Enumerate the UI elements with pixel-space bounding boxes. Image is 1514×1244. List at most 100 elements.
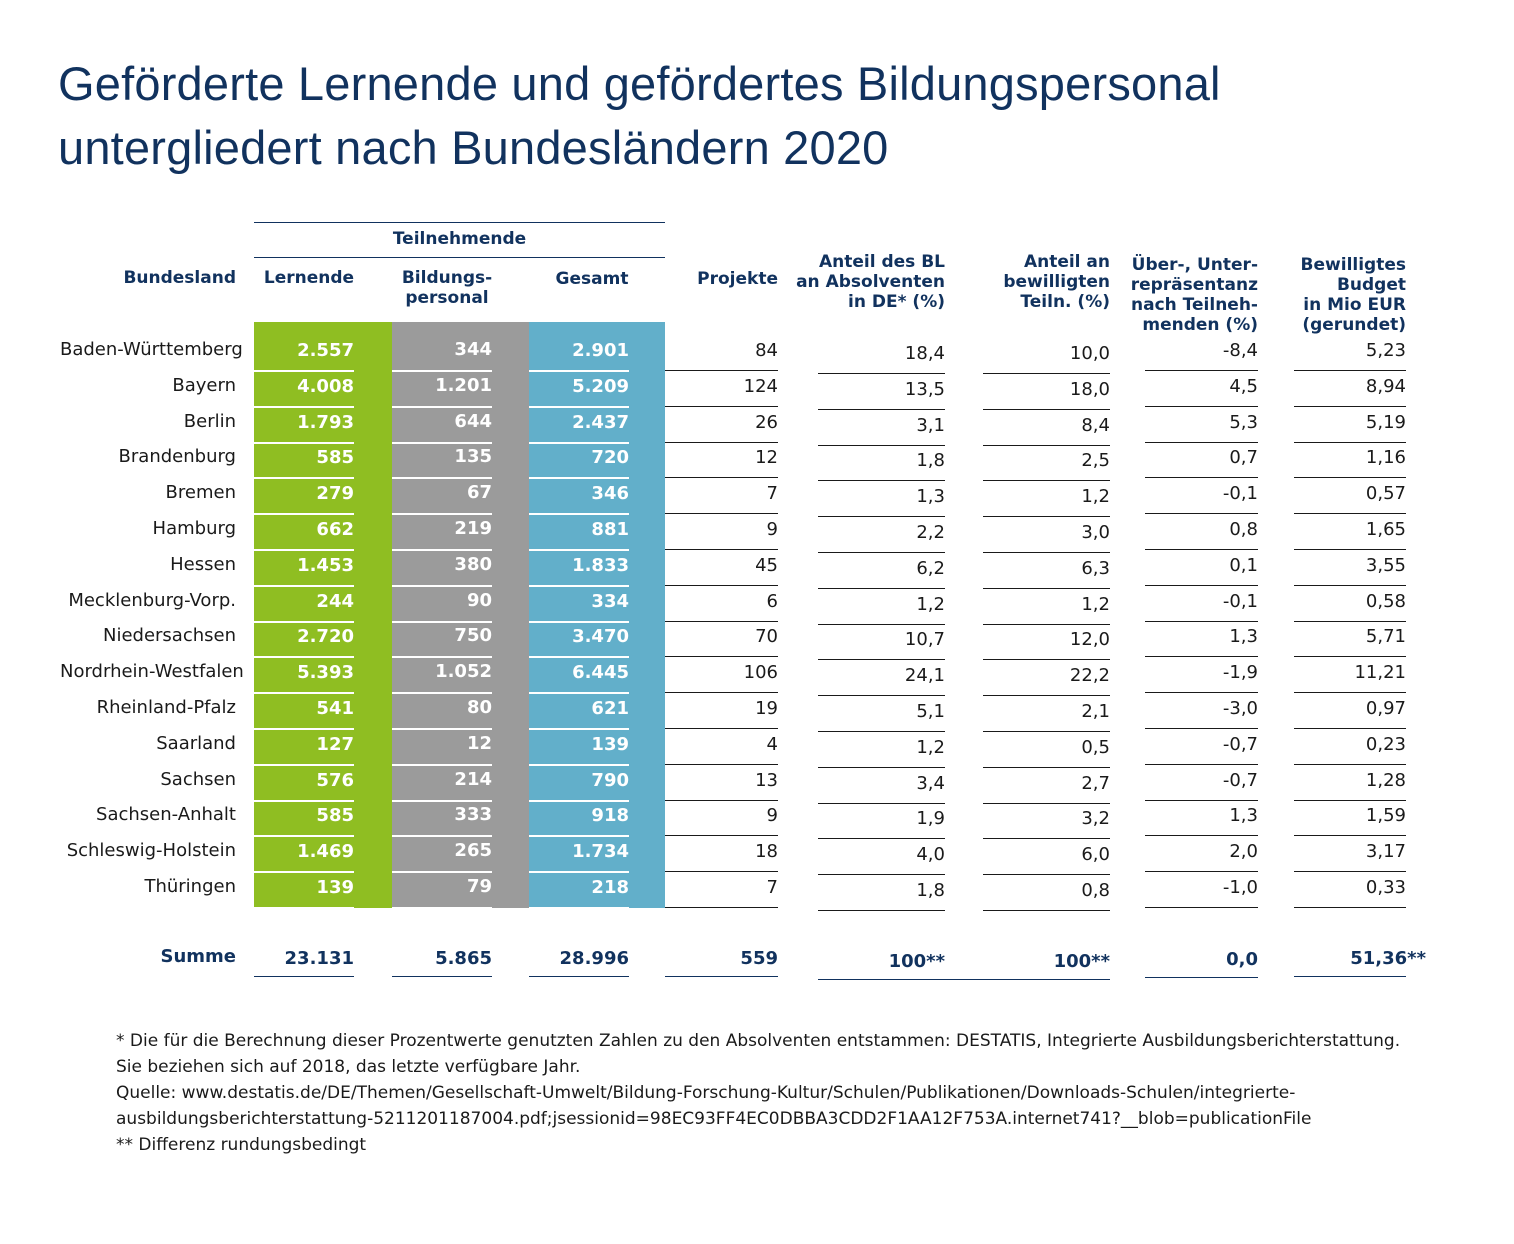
cell-state: Thüringen xyxy=(144,876,236,897)
row-rule xyxy=(983,695,1110,696)
cell-gesamt: 2.437 xyxy=(572,411,629,433)
cell-lernende: 2.720 xyxy=(297,626,354,648)
cell-state: Berlin xyxy=(183,410,236,432)
row-rule xyxy=(1294,513,1406,514)
cell-budget: 0,57 xyxy=(1365,483,1406,505)
row-rule xyxy=(392,549,492,551)
cell-lernende: 541 xyxy=(316,698,354,719)
cell-gesamt: 346 xyxy=(591,483,629,505)
row-rule xyxy=(254,406,354,408)
cell-budget: 5,71 xyxy=(1365,626,1406,648)
group-header-top-rule xyxy=(254,222,665,223)
row-rule xyxy=(1145,692,1258,693)
cell-gesamt: 918 xyxy=(591,805,629,827)
row-rule xyxy=(392,907,492,909)
row-rule xyxy=(392,871,492,873)
cell-budget: 0,97 xyxy=(1365,698,1406,719)
cell-lernende: 662 xyxy=(316,519,354,540)
row-rule xyxy=(1294,549,1406,550)
cell-projekte: 26 xyxy=(755,411,778,433)
sum-rule-projekte xyxy=(665,976,778,977)
cell-lernende: 576 xyxy=(316,769,354,791)
cell-projekte: 70 xyxy=(755,626,778,648)
cell-anteil-bl: 3,4 xyxy=(916,772,945,794)
cell-repraesentanz: 5,3 xyxy=(1229,411,1258,433)
row-rule xyxy=(818,445,945,446)
row-rule xyxy=(1145,728,1258,729)
footnote-line-1: * Die für die Berechnung dieser Prozentw… xyxy=(116,1031,1401,1051)
cell-repraesentanz: 1,3 xyxy=(1229,626,1258,648)
cell-anteil-teiln: 1,2 xyxy=(1081,486,1110,508)
row-rule xyxy=(665,370,778,371)
cell-projekte: 9 xyxy=(766,519,778,540)
row-rule xyxy=(983,910,1110,911)
row-rule xyxy=(1294,728,1406,729)
cell-repraesentanz: -0,7 xyxy=(1222,769,1258,791)
cell-state: Rheinland-Pfalz xyxy=(96,697,236,718)
cell-anteil-teiln: 0,5 xyxy=(1081,736,1110,758)
cell-budget: 5,23 xyxy=(1365,340,1406,361)
cell-gesamt: 334 xyxy=(591,590,629,612)
row-rule xyxy=(392,442,492,444)
cell-gesamt: 3.470 xyxy=(572,626,629,648)
cell-anteil-teiln: 2,1 xyxy=(1081,701,1110,722)
row-rule xyxy=(1145,800,1258,801)
row-rule xyxy=(1145,764,1258,765)
cell-projekte: 84 xyxy=(755,340,778,361)
cell-anteil-bl: 5,1 xyxy=(916,701,945,722)
cell-lernende: 244 xyxy=(316,590,354,612)
row-rule xyxy=(665,585,778,586)
cell-anteil-bl: 4,0 xyxy=(916,844,945,866)
cell-repraesentanz: -0,1 xyxy=(1222,483,1258,505)
sum-budget: 51,36** xyxy=(1350,948,1426,969)
cell-budget: 0,58 xyxy=(1365,590,1406,612)
header-lernende: Lernende xyxy=(263,268,355,288)
cell-anteil-bl: 13,5 xyxy=(904,378,945,400)
cell-personal: 219 xyxy=(454,518,492,539)
cell-lernende: 5.393 xyxy=(297,662,354,684)
row-rule xyxy=(818,659,945,660)
lernende-column-band xyxy=(254,322,392,908)
sum-rule-lernende xyxy=(254,976,354,977)
row-rule xyxy=(818,874,945,875)
cell-projekte: 9 xyxy=(766,805,778,827)
personal-column-band xyxy=(392,322,529,908)
cell-anteil-bl: 10,7 xyxy=(904,629,945,651)
header-anteil-teiln: Anteil an bewilligten Teiln. (%) xyxy=(1003,252,1110,312)
cell-repraesentanz: -1,9 xyxy=(1222,662,1258,684)
row-rule xyxy=(818,767,945,768)
row-rule xyxy=(665,907,778,908)
row-rule xyxy=(983,838,1110,839)
title-line-2: untergliedert nach Bundesländern 2020 xyxy=(58,121,889,174)
row-rule xyxy=(1145,871,1258,872)
cell-personal: 1.201 xyxy=(435,374,492,396)
sum-rule-budget xyxy=(1294,976,1406,977)
cell-anteil-teiln: 1,2 xyxy=(1081,593,1110,615)
cell-gesamt: 5.209 xyxy=(572,375,629,397)
row-rule xyxy=(254,370,354,372)
cell-anteil-teiln: 6,0 xyxy=(1081,844,1110,866)
row-rule xyxy=(254,800,354,802)
row-rule xyxy=(665,692,778,693)
cell-state: Mecklenburg-Vorp. xyxy=(68,589,236,611)
row-rule xyxy=(392,764,492,766)
row-rule xyxy=(818,373,945,374)
cell-personal: 79 xyxy=(466,876,492,897)
row-rule xyxy=(665,800,778,801)
cell-state: Saarland xyxy=(156,732,236,754)
cell-budget: 1,16 xyxy=(1365,447,1406,469)
sum-rule-repraesentanz xyxy=(1145,977,1258,978)
cell-gesamt: 790 xyxy=(591,769,629,791)
row-rule xyxy=(1294,800,1406,801)
row-rule xyxy=(529,513,629,515)
row-rule xyxy=(529,907,629,909)
header-bundesland: Bundesland xyxy=(123,268,236,288)
cell-state: Brandenburg xyxy=(118,446,236,468)
cell-budget: 8,94 xyxy=(1365,375,1406,397)
cell-projekte: 7 xyxy=(766,877,778,898)
row-rule xyxy=(665,477,778,478)
cell-anteil-teiln: 6,3 xyxy=(1081,557,1110,579)
cell-gesamt: 1.833 xyxy=(572,554,629,576)
row-rule xyxy=(983,480,1110,481)
row-rule xyxy=(254,442,354,444)
